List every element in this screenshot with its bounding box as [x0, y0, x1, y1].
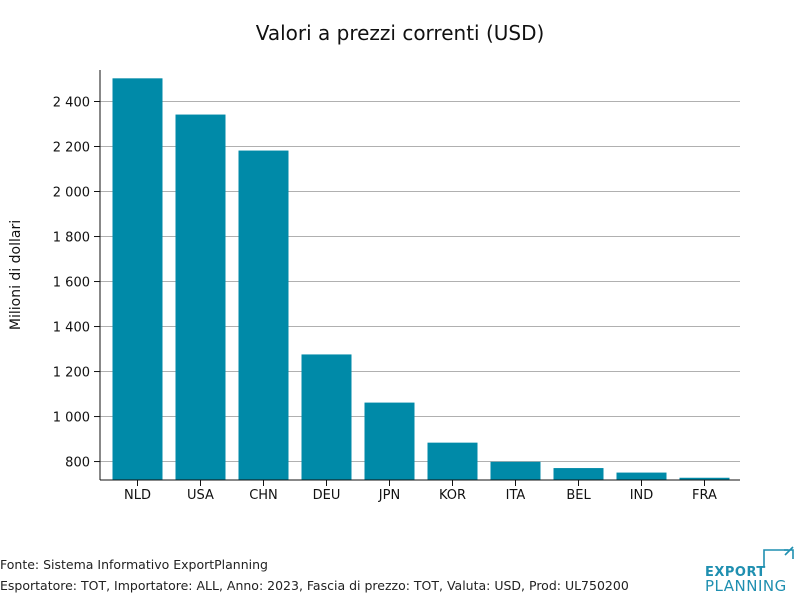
- bar-nld: [112, 78, 163, 480]
- y-tick-label: 1 200: [53, 366, 90, 381]
- x-tick-label: DEU: [313, 488, 341, 503]
- footer-details: Esportatore: TOT, Importatore: ALL, Anno…: [0, 578, 629, 593]
- chart-title: Valori a prezzi correnti (USD): [256, 21, 545, 45]
- y-axis-label: Milioni di dollari: [8, 220, 24, 330]
- logo-mark-icon: [763, 546, 794, 567]
- y-tick-label: 2 000: [53, 186, 90, 201]
- x-tick-label: FRA: [692, 488, 717, 503]
- x-tick-label: JPN: [378, 488, 400, 503]
- y-tick-label: 1 800: [53, 231, 90, 246]
- bar-chart: Valori a prezzi correnti (USD) Milioni d…: [8, 21, 740, 503]
- exportplanning-logo: EXPORT PLANNING: [705, 546, 794, 595]
- logo-text-planning: PLANNING: [705, 577, 787, 595]
- x-tick-label: NLD: [124, 488, 151, 503]
- y-tick-label: 800: [65, 456, 90, 471]
- bar-jpn: [364, 402, 415, 480]
- x-ticks: NLD USA CHN DEU JPN KOR ITA BEL IND FRA: [124, 480, 717, 503]
- logo-text-export: EXPORT: [705, 565, 766, 580]
- bar-chn: [238, 150, 289, 481]
- x-tick-label: CHN: [249, 488, 278, 503]
- y-tick-label: 1 600: [53, 276, 90, 291]
- x-tick-label: IND: [630, 488, 654, 503]
- y-tick-label: 2 200: [53, 141, 90, 156]
- footer-source: Fonte: Sistema Informativo ExportPlannin…: [0, 557, 268, 572]
- bar-kor: [427, 442, 478, 480]
- bar-bel: [553, 468, 604, 480]
- y-tick-label: 2 400: [53, 96, 90, 111]
- y-ticks: 800 1 000 1 200 1 400 1 600 1 800 2 000 2 200 2 …: [53, 96, 100, 471]
- y-tick-label: 1 000: [53, 411, 90, 426]
- x-tick-label: KOR: [439, 488, 466, 503]
- bar-ind: [616, 472, 667, 480]
- bar-usa: [175, 114, 226, 481]
- bar-fra: [679, 477, 730, 480]
- x-tick-label: ITA: [506, 488, 526, 503]
- bars: [112, 78, 730, 481]
- y-tick-label: 1 400: [53, 321, 90, 336]
- axes: [99, 70, 740, 481]
- bar-deu: [301, 354, 352, 480]
- bar-ita: [490, 461, 541, 480]
- x-tick-label: USA: [187, 488, 214, 503]
- x-tick-label: BEL: [566, 488, 591, 503]
